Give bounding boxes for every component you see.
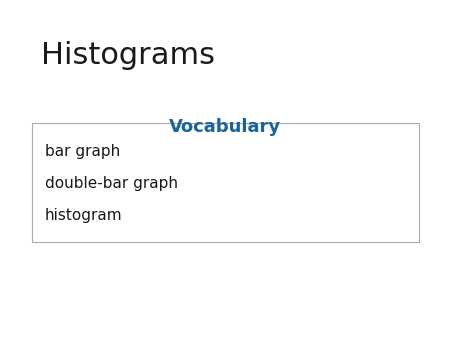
- Text: histogram: histogram: [45, 208, 122, 223]
- Text: bar graph: bar graph: [45, 144, 120, 159]
- Text: Vocabulary: Vocabulary: [169, 118, 281, 136]
- Text: double-bar graph: double-bar graph: [45, 176, 178, 191]
- Text: Histograms: Histograms: [40, 41, 215, 70]
